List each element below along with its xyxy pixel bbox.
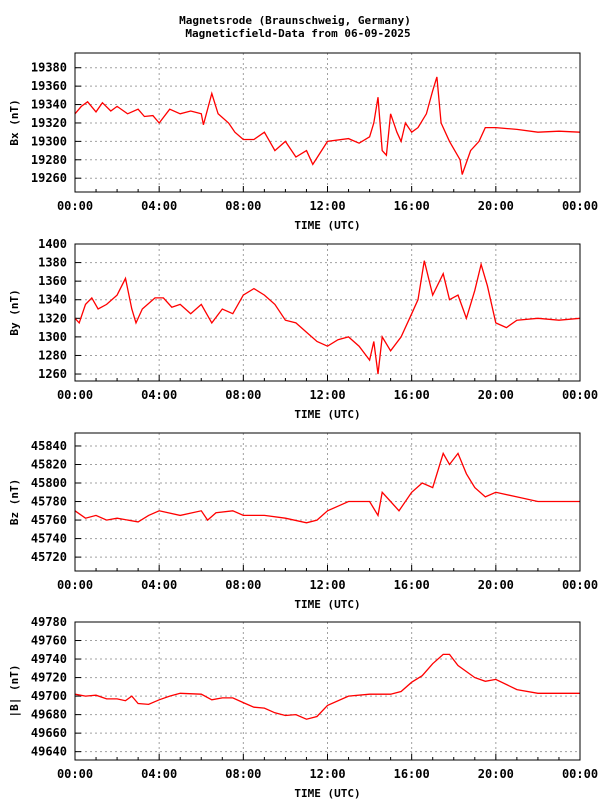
x-tick-label: 16:00 [394,199,430,213]
plot-frame [74,52,581,193]
x-tick-label: 00:00 [562,199,598,213]
y-tick-label: 45840 [31,439,67,453]
y-tick-label: 1300 [38,330,67,344]
plot-frame [74,243,581,382]
x-tick-label: 16:00 [394,578,430,592]
y-tick-label: 49780 [31,615,67,629]
series-line-by [74,260,581,375]
series-line-abs-babs- [74,653,580,720]
y-tick-label: 1320 [38,311,67,325]
y-tick-label: 19260 [31,171,67,185]
y-tick-label: 1400 [38,237,67,251]
y-axis-label: Bx (nT) [8,99,21,145]
x-axis-label: TIME (UTC) [294,219,360,232]
x-tick-label: 12:00 [309,578,345,592]
x-tick-label: 04:00 [141,199,177,213]
y-tick-label: 45780 [31,495,67,509]
y-tick-label: 49700 [31,689,67,703]
y-tick-label: 45720 [31,550,67,564]
y-tick-label: 1360 [38,274,67,288]
x-tick-label: 08:00 [225,199,261,213]
panel-by: 1260 1280 1300 1320 1340 1360 1380 1400 00:00 04:… [8,237,598,421]
x-tick-label: 20:00 [478,767,514,781]
y-tick-label: 19340 [31,98,67,112]
y-tick-label: 19380 [31,61,67,75]
panel-abs-babs-: 49640 49660 49680 49700 49720 49740 49760 49780… [8,615,598,800]
x-tick-label: 00:00 [57,199,93,213]
x-tick-label: 00:00 [57,578,93,592]
x-tick-label: 12:00 [309,767,345,781]
plot-frame [74,621,581,761]
y-tick-label: 19320 [31,116,67,130]
y-tick-label: 19280 [31,153,67,167]
y-tick-label: 1340 [38,293,67,307]
x-tick-label: 16:00 [394,767,430,781]
x-tick-label: 04:00 [141,388,177,402]
y-tick-label: 45800 [31,476,67,490]
x-axis-label: TIME (UTC) [294,598,360,611]
y-tick-label: 19300 [31,134,67,148]
x-tick-label: 20:00 [478,388,514,402]
series-line-bz [74,451,580,524]
x-axis-label: TIME (UTC) [294,408,360,421]
y-tick-label: 45740 [31,532,67,546]
x-tick-label: 04:00 [141,767,177,781]
x-tick-label: 00:00 [57,767,93,781]
x-tick-label: 16:00 [394,388,430,402]
y-tick-label: 1280 [38,348,67,362]
x-tick-label: 00:00 [562,578,598,592]
x-axis-label: TIME (UTC) [294,787,360,800]
x-tick-label: 20:00 [478,199,514,213]
y-tick-label: 49720 [31,671,67,685]
y-axis-label: By (nT) [8,289,21,335]
panel-bx: 19260 19280 19300 19320 19340 19360 19380 00:00… [8,52,598,232]
y-axis-label: Bz (nT) [8,479,21,525]
y-tick-label: 1260 [38,367,67,381]
x-tick-label: 00:00 [562,388,598,402]
x-tick-label: 12:00 [309,388,345,402]
plot-frame [74,432,581,572]
x-tick-label: 08:00 [225,388,261,402]
y-tick-label: 49660 [31,726,67,740]
chart-title-line2: Magneticfield-Data from 06-09-2025 [185,27,410,40]
y-tick-label: 45760 [31,513,67,527]
x-tick-label: 04:00 [141,578,177,592]
y-axis-label: |B| (nT) [8,665,21,718]
x-tick-label: 00:00 [562,767,598,781]
chart-title-line1: Magnetsrode (Braunschweig, Germany) [179,14,411,27]
series-line-bx [74,76,581,175]
y-tick-label: 19360 [31,79,67,93]
y-tick-label: 1380 [38,256,67,270]
x-tick-label: 08:00 [225,578,261,592]
y-tick-label: 49760 [31,634,67,648]
panel-bz: 45720 45740 45760 45780 45800 45820 45840 00:00… [8,432,598,611]
x-tick-label: 12:00 [309,199,345,213]
y-tick-label: 45820 [31,457,67,471]
x-tick-label: 00:00 [57,388,93,402]
y-tick-label: 49640 [31,745,67,759]
y-tick-label: 49680 [31,708,67,722]
y-tick-label: 49740 [31,652,67,666]
x-tick-label: 20:00 [478,578,514,592]
x-tick-label: 08:00 [225,767,261,781]
